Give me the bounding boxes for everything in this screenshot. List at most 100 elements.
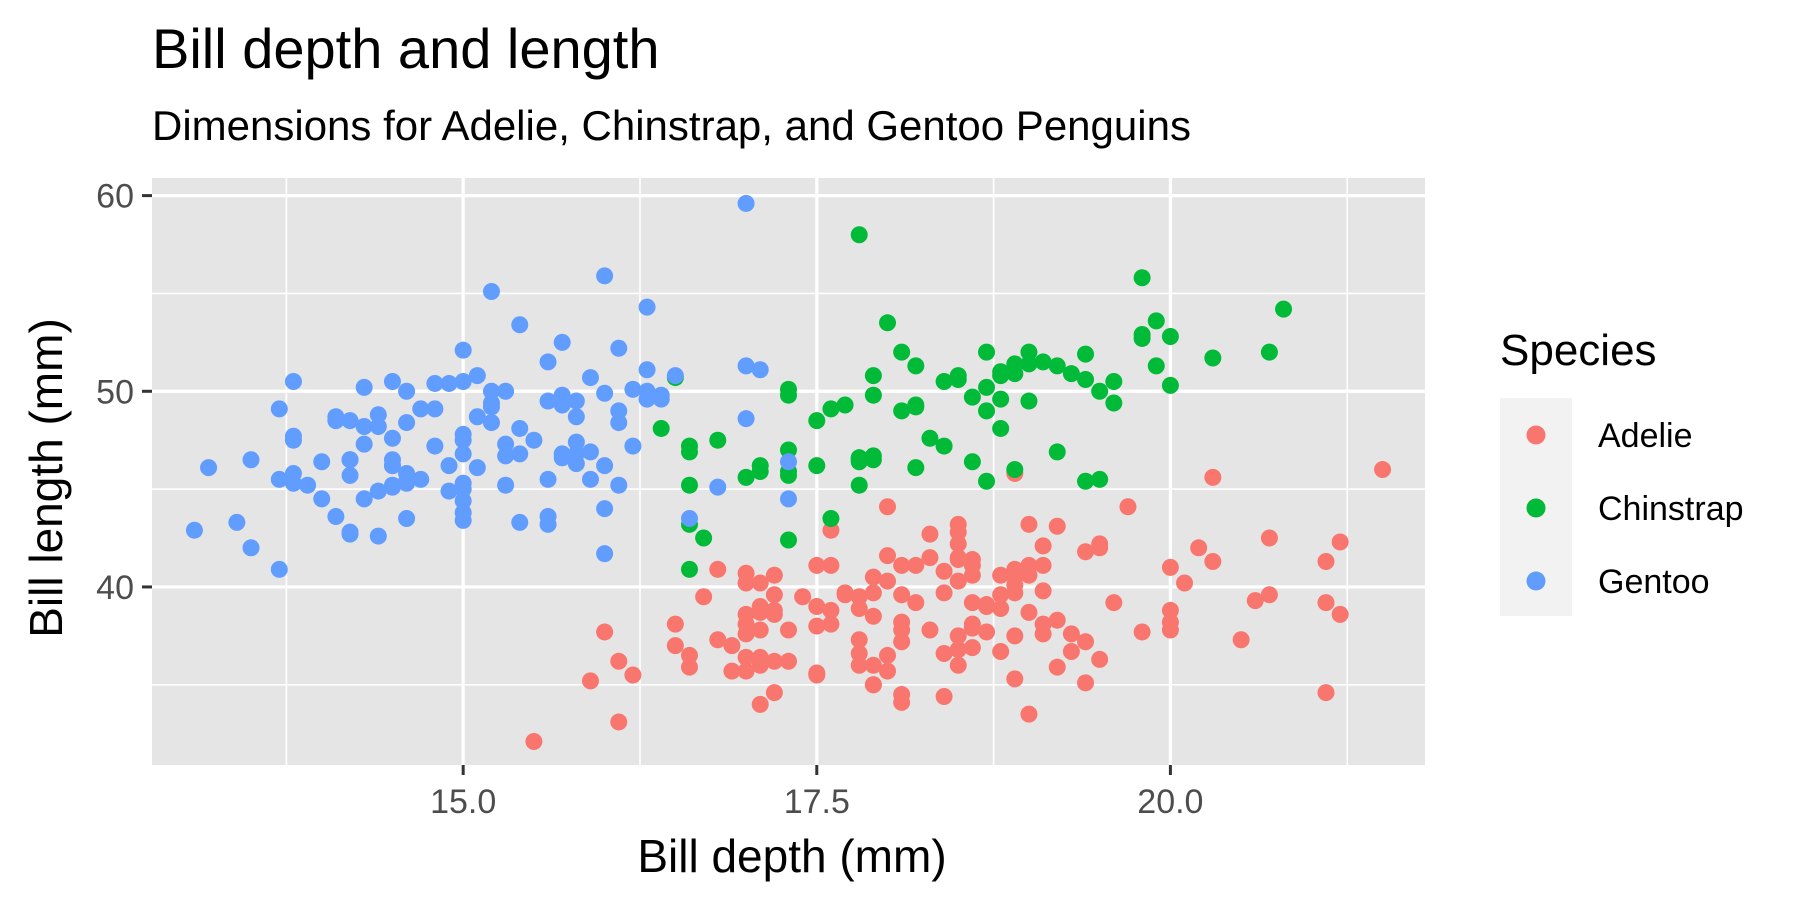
point-gentoo: [624, 380, 642, 398]
point-chinstrap: [1147, 312, 1165, 330]
point-gentoo: [299, 476, 317, 494]
point-chinstrap: [680, 560, 698, 578]
point-gentoo: [284, 431, 302, 449]
point-gentoo: [398, 474, 416, 492]
point-gentoo: [511, 513, 529, 531]
point-gentoo: [596, 267, 614, 285]
point-gentoo: [454, 492, 472, 510]
point-chinstrap: [709, 431, 727, 449]
point-gentoo: [270, 560, 288, 578]
point-chinstrap: [1204, 349, 1222, 367]
point-adelie: [1006, 584, 1024, 602]
point-adelie: [992, 586, 1010, 604]
point-gentoo: [581, 470, 599, 488]
point-adelie: [737, 605, 755, 623]
point-adelie: [949, 572, 967, 590]
point-gentoo: [242, 539, 260, 557]
point-adelie: [893, 621, 911, 639]
point-chinstrap: [1077, 371, 1095, 389]
point-adelie: [780, 621, 797, 639]
point-gentoo: [624, 437, 642, 455]
point-adelie: [1048, 517, 1066, 535]
point-adelie: [992, 643, 1010, 661]
point-chinstrap: [780, 386, 797, 404]
point-chinstrap: [1020, 343, 1038, 361]
point-adelie: [1133, 623, 1151, 641]
point-adelie: [666, 615, 684, 633]
point-chinstrap: [992, 390, 1010, 408]
point-gentoo: [383, 476, 401, 494]
point-adelie: [822, 601, 840, 619]
point-gentoo: [440, 374, 458, 392]
point-adelie: [1034, 556, 1052, 574]
point-adelie: [949, 535, 967, 553]
point-adelie: [1119, 498, 1137, 516]
point-adelie: [1006, 670, 1024, 688]
point-gentoo: [341, 451, 359, 469]
point-gentoo: [638, 390, 656, 408]
point-chinstrap: [1275, 300, 1293, 318]
point-chinstrap: [1020, 355, 1038, 373]
point-gentoo: [553, 333, 571, 351]
point-gentoo: [511, 419, 529, 437]
point-chinstrap: [680, 476, 698, 494]
point-gentoo: [511, 316, 529, 334]
point-gentoo: [596, 384, 614, 402]
point-gentoo: [369, 482, 387, 500]
point-adelie: [808, 556, 826, 574]
point-gentoo: [369, 527, 387, 545]
point-gentoo: [482, 282, 500, 300]
point-adelie: [949, 549, 967, 567]
point-chinstrap: [1105, 394, 1123, 412]
legend-label-chinstrap: Chinstrap: [1598, 490, 1744, 528]
point-gentoo: [737, 194, 755, 212]
point-chinstrap: [695, 529, 713, 547]
point-adelie: [680, 658, 698, 676]
point-adelie: [1105, 594, 1123, 612]
point-chinstrap: [1091, 470, 1109, 488]
point-chinstrap: [836, 396, 854, 414]
point-adelie: [1006, 562, 1024, 580]
point-gentoo: [412, 400, 430, 418]
point-adelie: [1161, 613, 1179, 631]
point-chinstrap: [1006, 355, 1024, 373]
point-adelie: [893, 686, 911, 704]
point-gentoo: [539, 515, 557, 533]
point-gentoo: [341, 466, 359, 484]
point-gentoo: [610, 476, 628, 494]
legend-key-adelie: [1526, 425, 1546, 445]
axes: 15.0 17.5 20.0 40 50 60: [96, 178, 1203, 821]
point-adelie: [935, 562, 953, 580]
point-gentoo: [780, 490, 797, 508]
point-adelie: [864, 656, 882, 674]
point-adelie: [765, 684, 783, 702]
point-gentoo: [426, 400, 444, 418]
point-chinstrap: [978, 472, 996, 490]
point-gentoo: [341, 525, 359, 543]
point-adelie: [1204, 553, 1222, 571]
point-gentoo: [567, 392, 585, 410]
point-gentoo: [482, 394, 500, 412]
point-adelie: [1317, 553, 1335, 571]
point-chinstrap: [737, 468, 755, 486]
x-axis-title: Bill depth (mm): [637, 830, 946, 882]
point-chinstrap: [822, 400, 840, 418]
point-adelie: [1374, 461, 1392, 479]
point-gentoo: [355, 435, 373, 453]
point-gentoo: [440, 457, 458, 475]
point-adelie: [1190, 539, 1208, 557]
legend-label-gentoo: Gentoo: [1598, 563, 1710, 601]
point-gentoo: [369, 406, 387, 424]
point-adelie: [765, 605, 783, 623]
point-gentoo: [242, 451, 260, 469]
point-chinstrap: [978, 343, 996, 361]
point-gentoo: [539, 353, 557, 371]
point-gentoo: [610, 339, 628, 357]
point-adelie: [666, 637, 684, 655]
point-adelie: [709, 631, 727, 649]
point-chinstrap: [992, 367, 1010, 385]
point-gentoo: [185, 521, 203, 539]
point-chinstrap: [808, 412, 826, 430]
point-adelie: [907, 556, 925, 574]
point-gentoo: [497, 435, 515, 453]
